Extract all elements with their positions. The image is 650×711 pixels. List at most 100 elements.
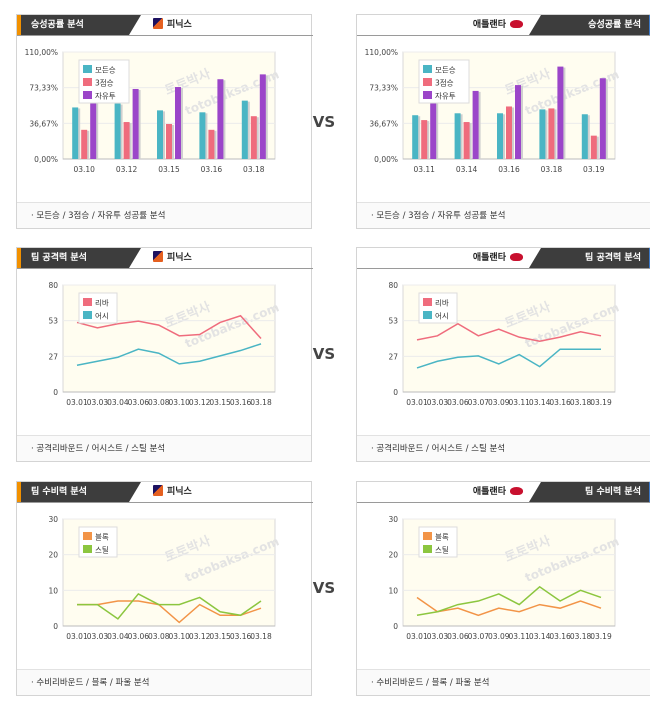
series-line bbox=[76, 343, 262, 366]
y-tick-label: 30 bbox=[388, 515, 398, 524]
legend-label: 자유투 bbox=[435, 92, 456, 101]
y-tick-label: 0,00% bbox=[34, 155, 58, 164]
legend-swatch bbox=[423, 311, 432, 319]
x-tick-label: 03.11 bbox=[508, 632, 530, 641]
team-label: 피닉스 bbox=[167, 20, 192, 30]
x-tick-label: 03.12 bbox=[116, 165, 138, 174]
x-tick-label: 03.18 bbox=[250, 632, 272, 641]
x-tick-label: 03.08 bbox=[148, 398, 170, 407]
x-tick-label: 03.08 bbox=[148, 632, 170, 641]
x-tick-label: 03.16 bbox=[549, 632, 571, 641]
y-tick-label: 36,67% bbox=[29, 119, 58, 128]
legend-swatch bbox=[83, 78, 92, 86]
y-tick-label: 53 bbox=[48, 317, 58, 326]
bar bbox=[421, 120, 428, 159]
suns-logo-icon bbox=[153, 251, 163, 262]
bar bbox=[114, 103, 121, 159]
legend-swatch bbox=[423, 298, 432, 306]
x-tick-label: 03.18 bbox=[541, 165, 563, 174]
series-line bbox=[77, 592, 262, 620]
team-name: 피닉스 bbox=[153, 15, 192, 35]
legend-label: 리바 bbox=[435, 298, 449, 308]
y-tick-label: 0 bbox=[393, 622, 398, 631]
defense-panel-right: 애틀랜타 팀 수비력 분석 토토박사 totobaksa.com 0 10 20 30 03… bbox=[356, 481, 650, 696]
x-tick-label: 03.01 bbox=[66, 398, 88, 407]
x-tick-label: 03.01 bbox=[406, 632, 428, 641]
y-tick-label: 10 bbox=[388, 586, 398, 595]
panel-footer: · 수비리바운드 / 블록 / 파울 분석 bbox=[17, 669, 311, 695]
bar bbox=[250, 116, 257, 159]
x-tick-label: 03.16 bbox=[201, 165, 223, 174]
x-tick-label: 03.04 bbox=[107, 632, 129, 641]
panel-footer: · 모든승 / 3점승 / 자유투 성공률 분석 bbox=[17, 202, 311, 228]
bar bbox=[208, 129, 215, 159]
legend-label: 모든승 bbox=[95, 66, 116, 75]
bar bbox=[259, 74, 266, 159]
bar bbox=[132, 88, 139, 159]
legend-label: 3점승 bbox=[95, 78, 114, 88]
bar bbox=[72, 107, 79, 159]
x-tick-label: 03.03 bbox=[87, 632, 109, 641]
legend-label: 자유투 bbox=[95, 92, 116, 101]
panel-title: 팀 공격력 분석 bbox=[529, 248, 650, 268]
bar bbox=[217, 79, 224, 159]
x-tick-label: 03.10 bbox=[168, 398, 190, 407]
x-tick-label: 03.19 bbox=[583, 165, 605, 174]
y-tick-label: 36,67% bbox=[369, 119, 398, 128]
team-name: 피닉스 bbox=[153, 248, 192, 268]
legend-label: 스틸 bbox=[95, 546, 109, 555]
legend-label: 스틸 bbox=[435, 546, 449, 555]
y-tick-label: 73,33% bbox=[29, 84, 58, 93]
x-tick-label: 03.07 bbox=[468, 632, 490, 641]
bar bbox=[199, 112, 206, 159]
x-tick-label: 03.06 bbox=[447, 632, 469, 641]
panel-header: 승성공률 분석 피닉스 bbox=[17, 15, 313, 35]
x-tick-label: 03.19 bbox=[590, 632, 612, 641]
panel-header: 팀 공격력 분석 피닉스 bbox=[17, 248, 313, 268]
panel-header: 애틀랜타 팀 공격력 분석 bbox=[357, 248, 650, 268]
y-tick-label: 110,00% bbox=[365, 48, 398, 57]
series-line bbox=[416, 585, 602, 617]
x-tick-label: 03.15 bbox=[209, 398, 231, 407]
y-tick-label: 20 bbox=[48, 551, 58, 560]
legend-swatch bbox=[83, 545, 92, 553]
panel-footer: · 수비리바운드 / 블록 / 파울 분석 bbox=[357, 669, 650, 695]
panel-title: 팀 수비력 분석 bbox=[17, 482, 141, 502]
x-tick-label: 03.01 bbox=[66, 632, 88, 641]
x-tick-label: 03.06 bbox=[128, 398, 150, 407]
legend-swatch bbox=[83, 91, 92, 99]
bar bbox=[157, 110, 163, 159]
series-line bbox=[416, 596, 602, 617]
x-tick-label: 03.15 bbox=[209, 632, 231, 641]
bar bbox=[548, 108, 555, 159]
hawks-logo-icon bbox=[510, 487, 523, 495]
x-tick-label: 03.18 bbox=[570, 398, 592, 407]
legend-label: 블록 bbox=[95, 533, 109, 542]
defense-panel-left: 팀 수비력 분석 피닉스 토토박사 totobaksa.com 0 10 20 30 03.… bbox=[16, 481, 313, 696]
series-line bbox=[416, 348, 601, 369]
x-tick-label: 03.16 bbox=[230, 632, 252, 641]
y-tick-label: 27 bbox=[48, 352, 58, 361]
legend-label: 3점승 bbox=[435, 78, 454, 88]
hawks-logo-icon bbox=[510, 253, 523, 261]
legend-swatch bbox=[83, 298, 92, 306]
y-tick-label: 0,00% bbox=[374, 155, 398, 164]
team-label: 피닉스 bbox=[167, 487, 192, 497]
team-name: 애틀랜타 bbox=[473, 482, 523, 502]
y-tick-label: 80 bbox=[388, 281, 398, 290]
legend-swatch bbox=[83, 65, 92, 73]
legend-label: 어시 bbox=[95, 311, 109, 321]
legend-swatch bbox=[423, 532, 432, 540]
panel-title: 팀 수비력 분석 bbox=[529, 482, 650, 502]
x-tick-label: 03.18 bbox=[570, 632, 592, 641]
x-tick-label: 03.16 bbox=[498, 165, 520, 174]
team-label: 애틀랜타 bbox=[472, 20, 506, 30]
x-tick-label: 03.06 bbox=[128, 632, 150, 641]
panel-title: 승성공률 분석 bbox=[17, 15, 141, 35]
bar bbox=[454, 113, 461, 159]
x-tick-label: 03.03 bbox=[427, 398, 449, 407]
y-tick-label: 10 bbox=[48, 586, 58, 595]
x-tick-label: 03.11 bbox=[413, 165, 435, 174]
y-tick-label: 80 bbox=[48, 281, 58, 290]
y-tick-label: 30 bbox=[48, 515, 58, 524]
